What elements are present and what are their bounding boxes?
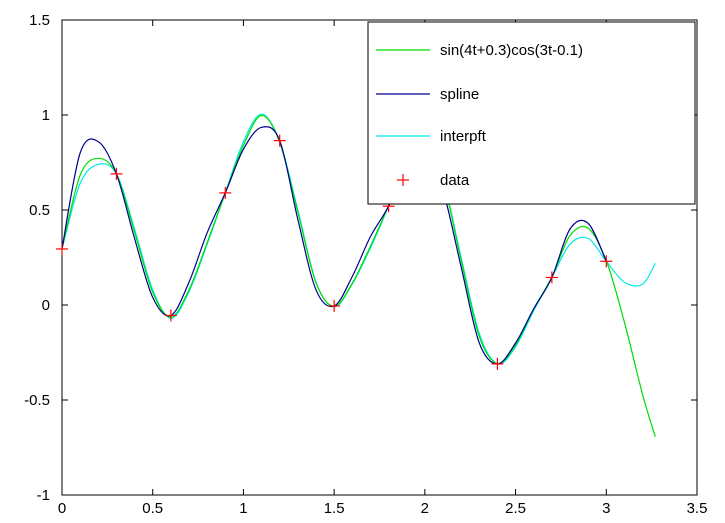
series-line-sin-4t-0-3-cos-3t-0-1 bbox=[61, 114, 656, 437]
data-point bbox=[545, 271, 558, 284]
x-tick-label: 1 bbox=[239, 500, 247, 517]
data-point bbox=[328, 299, 341, 312]
y-tick-label: -1 bbox=[37, 487, 50, 504]
x-tick-label: 1.5 bbox=[324, 500, 345, 517]
data-point bbox=[491, 357, 504, 370]
x-tick-label: 2 bbox=[421, 500, 429, 517]
legend-box bbox=[367, 21, 696, 205]
legend: sin(4t+0.3)cos(3t-0.1) spline interpft data bbox=[367, 21, 696, 205]
data-point bbox=[600, 255, 613, 268]
data-point bbox=[219, 186, 232, 199]
y-tick-label: 1.5 bbox=[29, 12, 50, 29]
y-tick-label: 1 bbox=[42, 107, 50, 124]
legend-label: sin(4t+0.3)cos(3t-0.1) bbox=[440, 42, 583, 59]
y-tick-label: -0.5 bbox=[24, 392, 50, 409]
x-tick-label: 0 bbox=[58, 500, 66, 517]
data-point bbox=[273, 134, 286, 147]
legend-label: data bbox=[440, 172, 470, 189]
axes-layer: 0 0.5 1 1.5 2 2.5 3 3.5 -1 -0.5 0 0.5 1 1.5 bbox=[24, 12, 707, 517]
x-tick-label: 0.5 bbox=[142, 500, 163, 517]
y-tick-label: 0 bbox=[42, 297, 50, 314]
x-tick-label: 3 bbox=[602, 500, 610, 517]
y-tick-label: 0.5 bbox=[29, 202, 50, 219]
legend-label: spline bbox=[440, 86, 479, 103]
legend-label: interpft bbox=[440, 128, 487, 145]
data-point bbox=[164, 309, 177, 322]
x-tick-label: 3.5 bbox=[687, 500, 708, 517]
data-point bbox=[110, 167, 123, 180]
x-tick-label: 2.5 bbox=[505, 500, 526, 517]
data-point bbox=[56, 242, 68, 255]
